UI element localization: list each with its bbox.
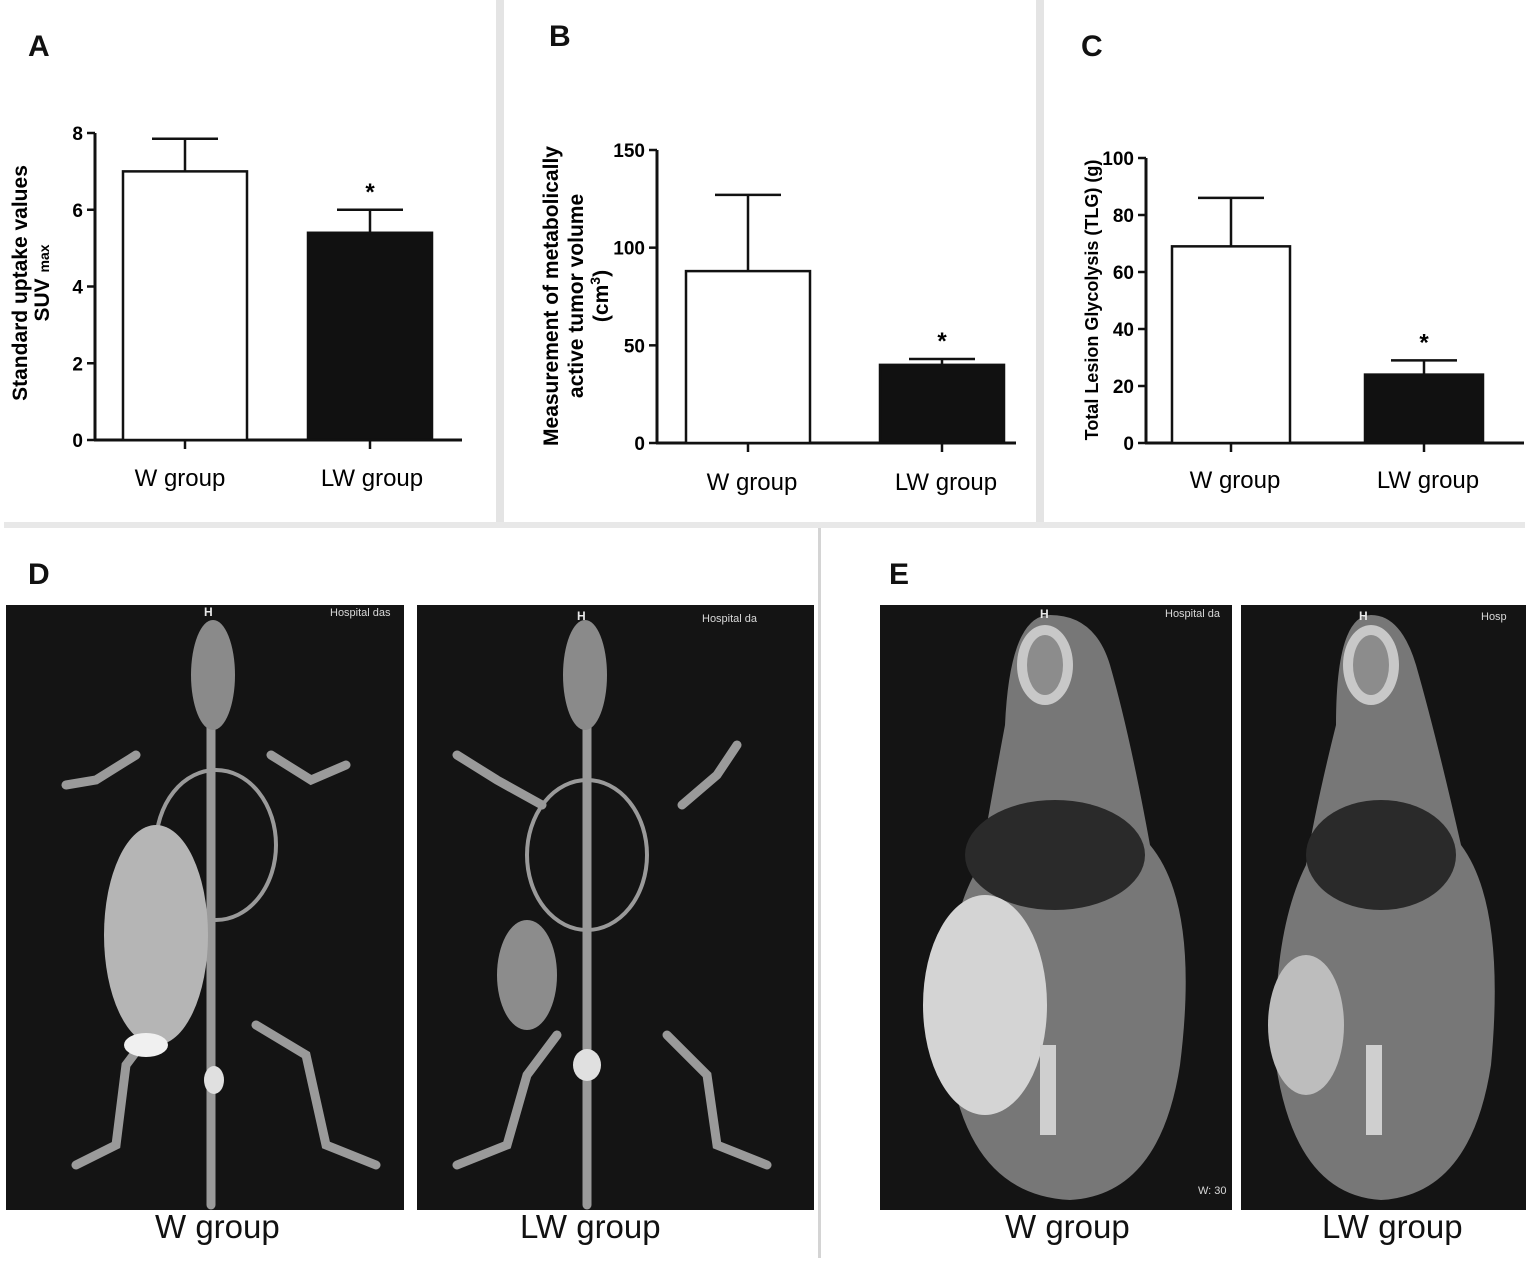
y-tick-label: 20 <box>1113 377 1134 398</box>
bar <box>1170 245 1292 445</box>
y-tick-label: 6 <box>72 201 83 222</box>
category-a-0: W group <box>135 465 226 492</box>
caption-e-w-group: W group <box>1005 1208 1130 1245</box>
ylabel-a-line1: Standard uptake values <box>9 165 32 401</box>
ylabel-b-line1: Measurement of metabolically <box>540 146 563 446</box>
caption-e-lw-group: LW group <box>1322 1208 1463 1245</box>
image-e-w-group: H Hospital da W: 30 <box>880 605 1232 1210</box>
y-tick-label: 2 <box>72 354 83 375</box>
scanner-marker-e-right: H <box>1359 609 1368 623</box>
y-tick-label: 100 <box>613 239 645 260</box>
bar <box>306 231 434 442</box>
scanner-hospital-e-left: Hospital da <box>1165 608 1221 620</box>
significance-marker: * <box>1419 329 1429 356</box>
panel-letter-e: E <box>889 558 910 591</box>
ylabel-b-line3: (cm3) <box>587 270 613 322</box>
y-tick-label: 50 <box>624 336 645 357</box>
significance-marker: * <box>937 328 947 355</box>
bars-b: * <box>684 193 1006 452</box>
scanner-marker-d-right: H <box>577 609 586 623</box>
y-tick-label: 60 <box>1113 263 1134 284</box>
y-tick-label: 40 <box>1113 320 1134 341</box>
y-tick-label: 4 <box>72 278 83 299</box>
bar <box>878 363 1006 445</box>
category-b-1: LW group <box>895 469 997 496</box>
chart-b: Measurement of metabolically active tumo… <box>540 141 1016 496</box>
image-e-lw-group: H Hosp <box>1241 605 1526 1210</box>
ylabel-b-line2: active tumor volume <box>565 194 588 398</box>
scanner-hospital-d-right: Hospital da <box>702 613 758 625</box>
category-a-1: LW group <box>321 465 423 492</box>
divider-top-bottom <box>4 522 1525 528</box>
bars-c: * <box>1170 196 1485 452</box>
y-tick-label: 100 <box>1102 149 1134 170</box>
bar <box>121 170 249 442</box>
caption-d-lw-group: LW group <box>520 1208 661 1245</box>
scanner-hospital-d-left: Hospital das <box>330 607 391 619</box>
category-c-0: W group <box>1190 467 1281 494</box>
scanner-marker-d-left: H <box>204 605 213 619</box>
bar <box>1363 373 1485 445</box>
mouse-ct-illustration <box>923 615 1186 1200</box>
image-d-lw-group: H Hospital da <box>417 605 814 1210</box>
mouse-skeleton-illustration <box>452 620 772 1210</box>
panel-letter-b: B <box>549 20 571 53</box>
divider-ab <box>496 0 504 522</box>
panel-letter-d: D <box>28 558 50 591</box>
bars-a: * <box>121 137 434 449</box>
divider-bc <box>1036 0 1044 522</box>
caption-d-w-group: W group <box>155 1208 280 1245</box>
y-tick-label: 0 <box>72 431 83 452</box>
scanner-hospital-e-right: Hosp <box>1481 611 1507 623</box>
mouse-skeleton-illustration <box>61 620 381 1210</box>
panel-letter-a: A <box>28 30 50 63</box>
y-tick-label: 8 <box>72 124 83 145</box>
image-d-w-group: H Hospital das <box>6 605 404 1210</box>
y-tick-label: 80 <box>1113 206 1134 227</box>
panel-letter-c: C <box>1081 30 1103 63</box>
significance-marker: * <box>365 179 375 206</box>
y-tick-label: 150 <box>613 141 645 162</box>
scanner-corner-e-left: W: 30 <box>1198 1185 1227 1197</box>
scanner-marker-e-left: H <box>1040 607 1049 621</box>
chart-a: Standard uptake values SUV max 0 2 4 6 8 * W… <box>9 124 462 492</box>
y-tick-label: 0 <box>634 434 645 455</box>
ylabel-c-line1: Total Lesion Glycolysis (TLG) (g) <box>1082 160 1102 441</box>
divider-de <box>818 528 821 1258</box>
y-tick-label: 0 <box>1123 434 1134 455</box>
bar <box>684 269 812 445</box>
category-c-1: LW group <box>1377 467 1479 494</box>
ylabel-a-line2: SUV max <box>31 244 54 321</box>
category-b-0: W group <box>707 469 798 496</box>
chart-c: Total Lesion Glycolysis (TLG) (g) 0 20 40 6… <box>1082 149 1524 494</box>
mouse-ct-illustration <box>1268 615 1495 1200</box>
